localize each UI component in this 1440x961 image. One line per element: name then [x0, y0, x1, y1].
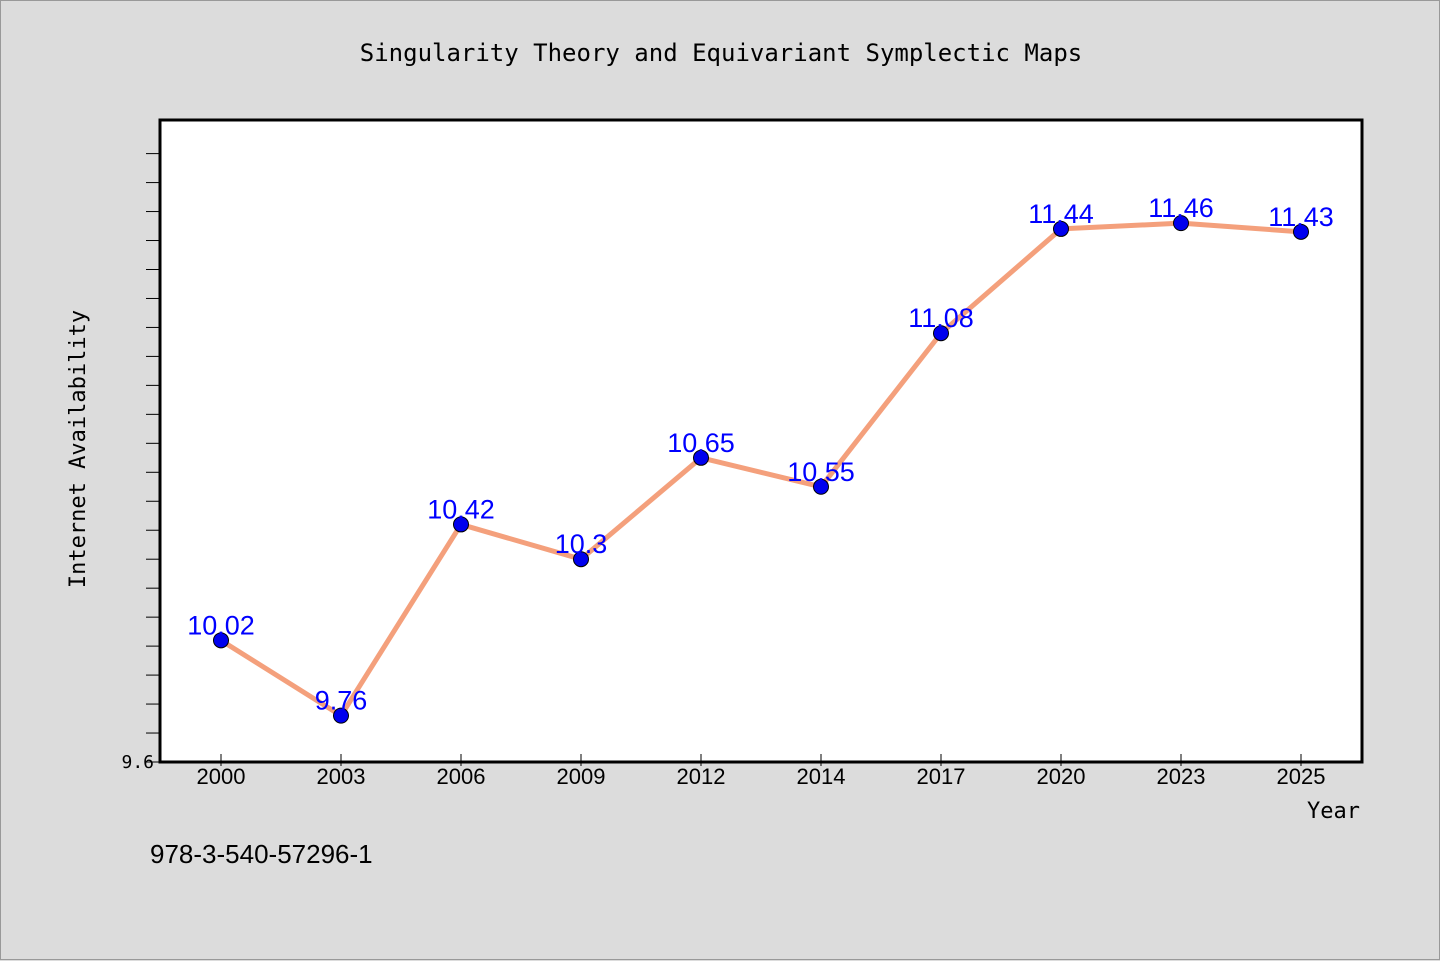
data-label: 9.76 — [315, 686, 368, 716]
data-label: 10.42 — [427, 494, 495, 524]
x-tick-label: 2014 — [797, 764, 846, 789]
series-line — [218, 220, 1304, 719]
data-point — [333, 707, 349, 724]
x-tick-label: 2009 — [557, 764, 606, 789]
x-axis-label: Year — [1307, 799, 1360, 824]
data-point — [453, 516, 469, 533]
data-label: 10.55 — [787, 457, 855, 487]
chart-title: Singularity Theory and Equivariant Sympl… — [360, 39, 1082, 67]
footer-text: 978-3-540-57296-1 — [150, 839, 373, 869]
y-axis-ticks: 9.6 — [121, 153, 160, 773]
x-tick-label: 2025 — [1277, 764, 1326, 789]
series-layer: 10.02 9.76 10.42 10.3 10.65 10.55 11.08 11.44 11… — [187, 193, 1334, 724]
data-point — [1053, 220, 1069, 237]
x-tick-label: 2000 — [197, 764, 246, 789]
data-point — [1293, 223, 1309, 240]
data-label: 10.3 — [555, 529, 608, 559]
data-point — [693, 449, 709, 466]
data-label: 11.44 — [1028, 199, 1094, 229]
data-label: 11.43 — [1268, 202, 1334, 232]
data-point — [1173, 215, 1189, 232]
data-point — [213, 632, 229, 649]
data-label: 11.46 — [1148, 193, 1214, 223]
plot-area — [158, 118, 1364, 764]
x-tick-label: 2017 — [917, 764, 966, 789]
x-tick-label: 2020 — [1037, 764, 1086, 789]
x-tick-label: 2023 — [1157, 764, 1206, 789]
data-label: 10.65 — [667, 428, 735, 458]
data-label: 11.08 — [908, 303, 974, 333]
data-point — [573, 551, 589, 568]
x-axis-ticks: 2000 2003 2006 2009 2012 2014 2017 2020 2023 2025 — [197, 754, 1326, 789]
y-axis-label: Internet Availability — [66, 310, 91, 588]
data-point — [933, 325, 949, 342]
data-point — [813, 478, 829, 495]
x-tick-label: 2006 — [437, 764, 486, 789]
x-tick-label: 2012 — [677, 764, 726, 789]
data-label: 10.02 — [187, 610, 255, 640]
y-tick-label: 9.6 — [121, 752, 154, 773]
x-tick-label: 2003 — [317, 764, 366, 789]
